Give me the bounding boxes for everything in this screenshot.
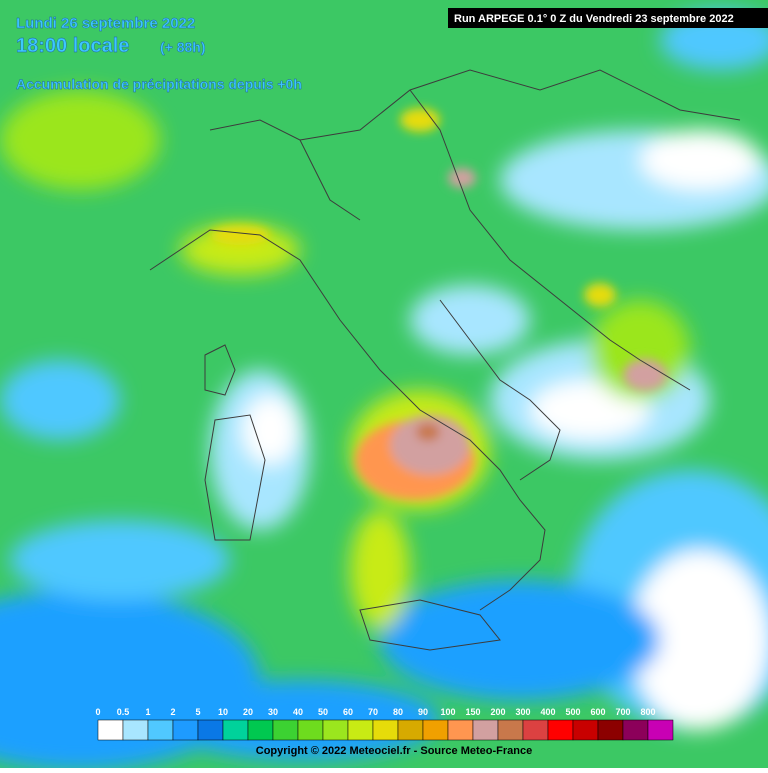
date: Lundi 26 septembre 2022 bbox=[16, 15, 195, 32]
legend-label: 300 bbox=[515, 707, 530, 717]
legend-label: 10 bbox=[218, 707, 228, 717]
lead-time: (+ 88h) bbox=[160, 39, 206, 55]
legend-label: 20 bbox=[243, 707, 253, 717]
legend-label: 800 bbox=[640, 707, 655, 717]
legend-swatch bbox=[547, 719, 574, 741]
legend-label: 50 bbox=[318, 707, 328, 717]
legend-swatch bbox=[572, 719, 599, 741]
legend-swatch bbox=[197, 719, 224, 741]
legend-swatch bbox=[272, 719, 299, 741]
legend-swatch bbox=[472, 719, 499, 741]
legend-swatch bbox=[97, 719, 124, 741]
legend-swatch bbox=[147, 719, 174, 741]
product: Accumulation de précipitations depuis +0… bbox=[16, 76, 302, 92]
legend-swatch bbox=[447, 719, 474, 741]
legend-label: 0.5 bbox=[117, 707, 130, 717]
legend: 0 0.5 1 2 5 10 20 30 40 50 60 70 80 90 100 150 200 300 400… bbox=[95, 707, 674, 741]
legend-label: 400 bbox=[540, 707, 555, 717]
legend-label: 5 bbox=[195, 707, 200, 717]
legend-label: 90 bbox=[418, 707, 428, 717]
run-info: Run ARPEGE 0.1° 0 Z du Vendredi 23 septe… bbox=[454, 13, 734, 25]
legend-label: 0 bbox=[95, 707, 100, 717]
legend-swatch bbox=[522, 719, 549, 741]
legend-swatch bbox=[122, 719, 149, 741]
legend-swatch bbox=[497, 719, 524, 741]
legend-label: 70 bbox=[368, 707, 378, 717]
legend-label: 200 bbox=[490, 707, 505, 717]
legend-label: 60 bbox=[343, 707, 353, 717]
legend-swatch bbox=[422, 719, 449, 741]
time: 18:00 locale bbox=[16, 35, 129, 57]
legend-swatch bbox=[297, 719, 324, 741]
borders bbox=[149, 69, 741, 651]
legend-label: 40 bbox=[293, 707, 303, 717]
legend-swatch bbox=[372, 719, 399, 741]
legend-label: 80 bbox=[393, 707, 403, 717]
legend-label: 100 bbox=[440, 707, 455, 717]
legend-label: 600 bbox=[590, 707, 605, 717]
legend-swatch bbox=[247, 719, 274, 741]
legend-label: 2 bbox=[170, 707, 175, 717]
legend-swatch bbox=[647, 719, 674, 741]
legend-swatch bbox=[347, 719, 374, 741]
legend-swatch bbox=[622, 719, 649, 741]
legend-label: 700 bbox=[615, 707, 630, 717]
legend-swatch bbox=[322, 719, 349, 741]
legend-label: 1 bbox=[145, 707, 150, 717]
legend-label: 150 bbox=[465, 707, 480, 717]
legend-swatch bbox=[597, 719, 624, 741]
legend-swatch bbox=[397, 719, 424, 741]
legend-label: 30 bbox=[268, 707, 278, 717]
run-box bbox=[448, 8, 768, 28]
legend-swatch bbox=[172, 719, 199, 741]
copyright: Copyright © 2022 Meteociel.fr - Source M… bbox=[256, 745, 532, 757]
legend-swatch bbox=[222, 719, 249, 741]
legend-label: 500 bbox=[565, 707, 580, 717]
